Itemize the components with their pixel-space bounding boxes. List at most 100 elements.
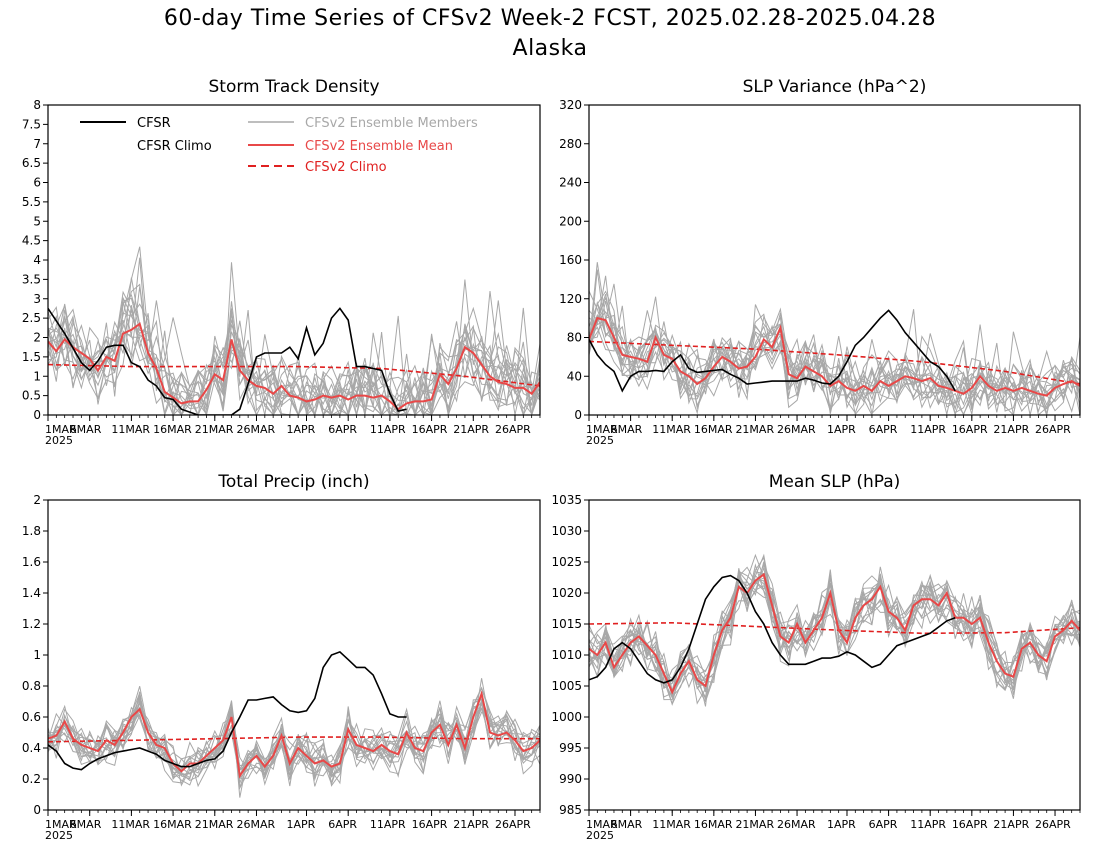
legend-label-ens-mean: CFSv2 Ensemble Mean (305, 139, 453, 154)
y-tick-label: 1030 (551, 524, 582, 538)
legend-label-members: CFSv2 Ensemble Members (305, 116, 478, 131)
x-tick-label: 26APR (1035, 423, 1071, 436)
panel-title: Storm Track Density (208, 77, 379, 97)
x-tick-label: 16APR (412, 818, 448, 831)
x-year-label: 2025 (45, 434, 73, 447)
x-tick-label: 16APR (952, 818, 988, 831)
x-tick-label: 11APR (370, 423, 406, 436)
y-tick-label: 0.2 (22, 772, 41, 786)
y-tick-label: 7.5 (22, 117, 41, 131)
y-tick-label: 5 (33, 214, 41, 228)
chart-panel-4: Mean SLP (hPa) 985 990 995 1000 1005 1010 1015 1… (551, 472, 1081, 842)
y-tick-label: 0.5 (22, 389, 41, 403)
y-tick-label: 1025 (551, 555, 582, 569)
x-tick-label: 6APR (869, 423, 898, 436)
y-tick-label: 280 (559, 137, 582, 151)
x-tick-label: 1APR (827, 818, 856, 831)
x-tick-label: 21APR (993, 818, 1029, 831)
plot-area (589, 262, 1080, 415)
y-tick-label: 0 (33, 803, 41, 817)
x-tick-label: 1MAR (586, 423, 618, 436)
series-ens-mean (589, 316, 1080, 397)
series-cfsr (589, 309, 956, 393)
y-tick-label: 6 (33, 176, 41, 190)
x-tick-label: 1APR (827, 423, 856, 436)
x-year-label: 2025 (586, 829, 614, 842)
ensemble-member-line (48, 279, 540, 415)
x-tick-label: 26MAR (777, 423, 816, 436)
y-tick-label: 80 (567, 331, 582, 345)
y-tick-label: 1000 (551, 710, 582, 724)
x-tick-label: 1MAR (45, 423, 77, 436)
x-tick-label: 16MAR (694, 818, 733, 831)
y-tick-label: 0.8 (22, 679, 41, 693)
y-tick-label: 200 (559, 214, 582, 228)
y-tick-label: 1015 (551, 617, 582, 631)
y-tick-label: 2.5 (22, 311, 41, 325)
x-tick-label: 11APR (370, 818, 406, 831)
series-cfsr (589, 574, 956, 684)
x-tick-label: 21MAR (735, 423, 774, 436)
x-tick-label: 16MAR (153, 423, 192, 436)
legend-label-cfsv2-climo: CFSv2 Climo (305, 160, 387, 175)
legend-label-cfsr: CFSR (137, 116, 171, 131)
x-tick-label: 11MAR (652, 818, 691, 831)
y-tick-label: 1.6 (22, 555, 41, 569)
y-tick-label: 7 (33, 137, 41, 151)
y-tick-label: 1005 (551, 679, 582, 693)
y-tick-label: 1.2 (22, 617, 41, 631)
chart-panel-2: SLP Variance (hPa^2) 0 40 80 120 160 200 240 280… (559, 77, 1081, 447)
y-tick-label: 990 (559, 772, 582, 786)
x-tick-label: 26MAR (777, 818, 816, 831)
x-tick-label: 6APR (328, 423, 357, 436)
y-tick-label: 995 (559, 741, 582, 755)
legend-label-cfsr-climo: CFSR Climo (137, 139, 212, 154)
y-tick-label: 1010 (551, 648, 582, 662)
y-tick-label: 1.8 (22, 524, 41, 538)
y-tick-label: 1035 (551, 493, 582, 507)
ensemble-member-line (48, 277, 540, 415)
series-cfsr (48, 650, 407, 771)
y-tick-label: 1020 (551, 586, 582, 600)
y-tick-label: 120 (559, 292, 582, 306)
y-tick-label: 2 (33, 331, 41, 345)
x-tick-label: 6APR (869, 818, 898, 831)
x-tick-label: 16MAR (694, 423, 733, 436)
y-tick-label: 320 (559, 98, 582, 112)
ensemble-member-line (589, 283, 1080, 414)
y-tick-label: 1.5 (22, 350, 41, 364)
y-tick-label: 240 (559, 176, 582, 190)
ensemble-member-line (589, 309, 1080, 415)
ensemble-member-line (48, 290, 540, 415)
chart-panel-3: Total Precip (inch) 0 0.2 0.4 0.6 0.8 1 1.2 1.4 1… (22, 472, 541, 842)
x-tick-label: 16APR (412, 423, 448, 436)
panel-title: Mean SLP (hPa) (769, 472, 901, 492)
x-tick-label: 11MAR (111, 818, 150, 831)
x-tick-label: 26APR (495, 818, 531, 831)
x-tick-label: 26MAR (236, 423, 275, 436)
x-tick-label: 11MAR (111, 423, 150, 436)
y-tick-label: 0.4 (22, 741, 41, 755)
figure-subtitle: Alaska (512, 36, 588, 61)
plot-area (589, 553, 1080, 707)
series-cfsr (48, 307, 407, 415)
x-tick-label: 1APR (287, 818, 316, 831)
x-tick-label: 21MAR (195, 423, 234, 436)
x-tick-label: 11APR (910, 423, 946, 436)
series-cfsv2-climo (48, 736, 540, 743)
ensemble-member-line (48, 262, 540, 415)
y-tick-label: 6.5 (22, 156, 41, 170)
x-tick-label: 6APR (328, 818, 357, 831)
y-tick-label: 0.6 (22, 710, 41, 724)
panel-title: SLP Variance (hPa^2) (743, 77, 927, 97)
x-tick-label: 6MAR (611, 818, 643, 831)
x-tick-label: 21APR (453, 423, 489, 436)
y-tick-label: 1 (33, 648, 41, 662)
x-tick-label: 1MAR (45, 818, 77, 831)
series-cfsv2-climo (589, 340, 1080, 385)
plot-frame (47, 499, 541, 811)
x-tick-label: 26APR (495, 423, 531, 436)
x-tick-label: 26MAR (236, 818, 275, 831)
legend: CFSR CFSR Climo CFSv2 Ensemble Members CFSv… (80, 116, 478, 175)
y-tick-label: 2 (33, 493, 41, 507)
